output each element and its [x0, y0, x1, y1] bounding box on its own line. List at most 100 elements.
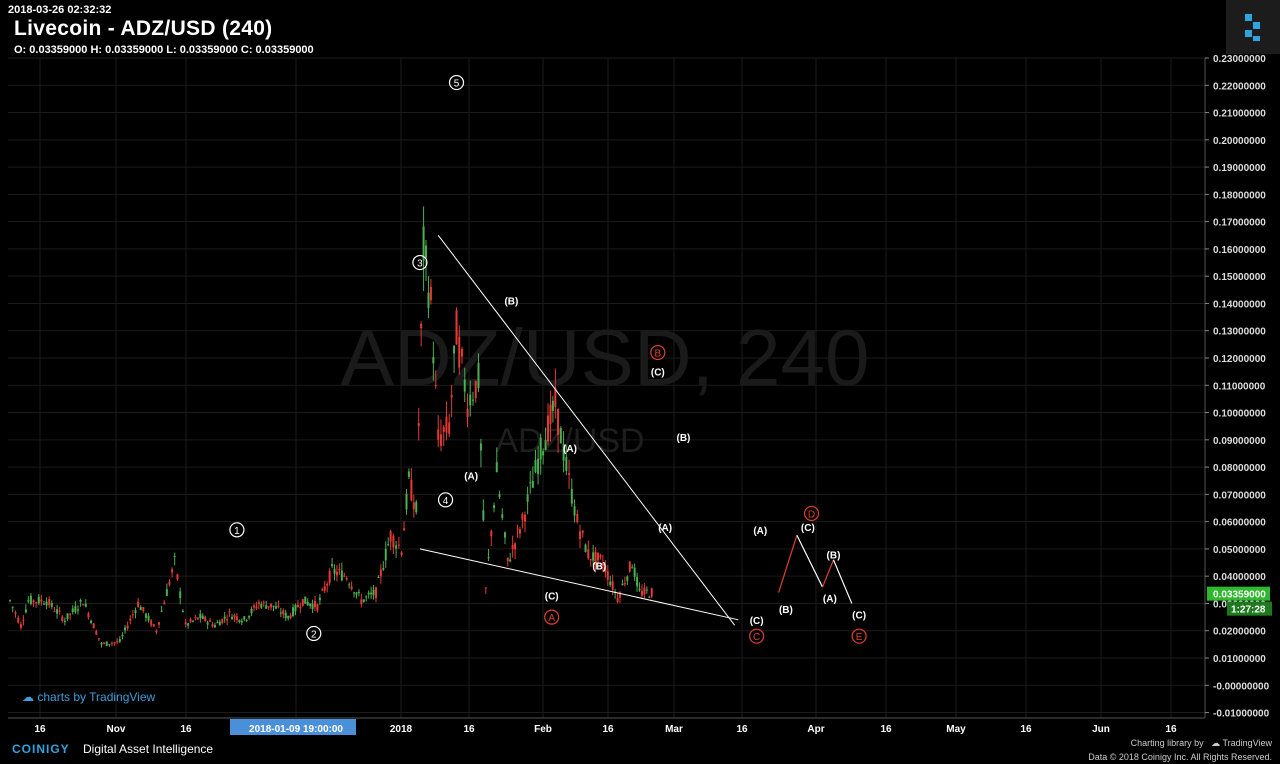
candle-body	[228, 611, 231, 613]
candle-body	[238, 620, 241, 622]
wave-text: B	[654, 349, 661, 360]
candle-body	[597, 552, 600, 561]
candle-body	[506, 557, 509, 562]
candle-body	[537, 458, 540, 475]
candle-body	[301, 599, 304, 606]
candle-body	[463, 379, 466, 392]
y-tick-label: 0.14000000	[1213, 299, 1266, 310]
wave-label: (A)	[563, 444, 577, 455]
candle-body	[479, 443, 482, 451]
candle-body	[326, 583, 329, 586]
wave-text: (C)	[750, 616, 764, 627]
candle-body	[105, 641, 108, 646]
candle-body	[420, 323, 423, 329]
charting-library-label: Charting library by	[1130, 738, 1204, 748]
candle-body	[110, 643, 113, 645]
y-tick-label: 0.21000000	[1213, 109, 1266, 120]
candle-body	[442, 426, 445, 432]
candle-body	[321, 589, 324, 591]
candle-body	[97, 638, 100, 640]
candle-body	[498, 494, 501, 497]
ohlc-readout: O: 0.03359000 H: 0.03359000 L: 0.0335900…	[14, 44, 314, 56]
candle-body	[155, 630, 158, 633]
candle-body	[589, 558, 592, 561]
countdown-tag	[1227, 601, 1272, 616]
coinigy-logo[interactable]	[1226, 0, 1280, 54]
wave-label: 1	[229, 522, 245, 538]
candle-body	[95, 631, 98, 635]
candle-body	[382, 568, 385, 570]
wave-segment	[778, 535, 798, 593]
y-tick-label: 0.06000000	[1213, 518, 1266, 529]
candle-body	[142, 607, 145, 612]
candle-body	[213, 625, 216, 628]
y-tick-label: 0.10000000	[1213, 409, 1266, 420]
wave-text: (C)	[801, 523, 815, 534]
footer-brand-name[interactable]: COINIGY	[12, 742, 70, 756]
wave-text: 5	[454, 79, 460, 90]
candle-body	[17, 617, 20, 623]
wave-label: (A)	[464, 471, 478, 482]
candle-body	[134, 610, 137, 614]
candle-body	[474, 380, 477, 399]
candle-body	[469, 394, 472, 406]
candle-body	[245, 620, 248, 622]
wave-circle	[437, 492, 454, 508]
candle-body	[434, 384, 437, 387]
candle-body	[482, 510, 485, 521]
y-tick-label: 0.15000000	[1213, 272, 1266, 283]
candle-body	[209, 620, 212, 622]
candle-body	[121, 634, 124, 637]
candle-body	[514, 543, 517, 550]
tradingview-credit[interactable]: ☁ charts by TradingView	[22, 690, 156, 704]
y-tick-label: 0.23000000	[1213, 54, 1266, 65]
wave-text: (A)	[563, 444, 577, 455]
x-tick-label: 2018	[390, 724, 413, 735]
candle-body	[594, 551, 597, 565]
x-tick-label: 16	[463, 724, 475, 735]
wave-label: (A)	[658, 523, 672, 534]
wave-text: (A)	[753, 526, 767, 537]
candle-body	[521, 514, 524, 520]
x-tick-label: 16	[736, 724, 748, 735]
candle-body	[216, 622, 219, 624]
wave-label: 4	[437, 492, 454, 508]
candle-body	[631, 567, 634, 569]
wave-text: 1	[234, 526, 240, 537]
wave-label: (C)	[651, 368, 665, 379]
candle-body	[79, 599, 82, 602]
candle-body	[40, 599, 43, 602]
wave-label: (C)	[750, 616, 764, 627]
candle-body	[331, 564, 334, 567]
wave-circle	[544, 609, 560, 625]
candle-body	[584, 544, 587, 552]
y-tick-label: -0.01000000	[1213, 709, 1270, 720]
wave-label: (B)	[592, 561, 606, 572]
candle-body	[22, 619, 25, 621]
candle-body	[650, 588, 653, 597]
y-tick-label: 0.09000000	[1213, 436, 1266, 447]
candle-body	[226, 618, 229, 621]
wave-label: 5	[448, 74, 465, 91]
candle-body	[61, 616, 64, 621]
candle-body	[265, 605, 268, 609]
candle-body	[636, 577, 639, 587]
candle-body	[648, 596, 651, 598]
candle-body	[623, 583, 626, 585]
candle-body	[189, 619, 192, 622]
trend-line	[419, 548, 739, 621]
candle-body	[392, 535, 395, 548]
wave-label: (B)	[779, 605, 793, 616]
candle-body	[568, 473, 571, 475]
candle-body	[100, 643, 103, 645]
candle-body	[84, 603, 87, 607]
candle-body	[501, 514, 504, 519]
tradingview-link[interactable]: TradingView	[1222, 738, 1272, 748]
x-tick-label: 16	[1020, 724, 1032, 735]
last-price-text: 0.03359000	[1213, 590, 1266, 601]
candle-body	[235, 616, 238, 621]
wave-segment	[821, 559, 835, 588]
candle-body	[243, 616, 246, 620]
candle-body	[37, 596, 40, 604]
